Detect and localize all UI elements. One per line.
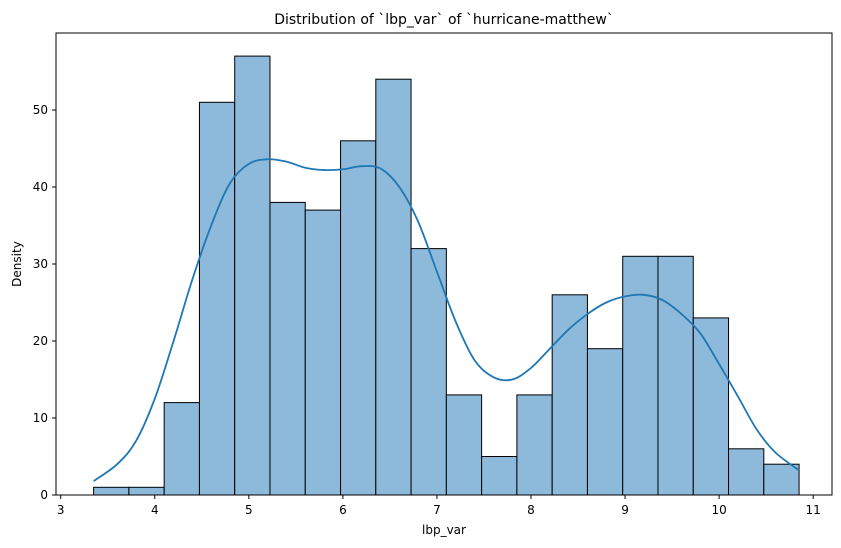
histogram-bar [128, 486, 165, 496]
x-tick-label: 5 [245, 503, 253, 517]
x-axis-label: lbp_var [422, 523, 466, 537]
histogram-bar [445, 394, 483, 496]
x-tick-label: 3 [57, 503, 65, 517]
histogram-bar [234, 55, 271, 496]
x-tick-label: 8 [527, 503, 535, 517]
histogram-bar [304, 209, 342, 496]
x-tick-label: 9 [621, 503, 629, 517]
y-axis-ticks: 0 10 20 30 40 50 [33, 103, 56, 502]
histogram-bar [728, 448, 765, 496]
y-tick-label: 20 [33, 334, 48, 348]
histogram-bar [516, 394, 553, 496]
y-tick-label: 30 [33, 257, 48, 271]
y-tick-label: 10 [33, 411, 48, 425]
histogram-bar [375, 78, 412, 496]
histogram-bar [692, 317, 730, 496]
histogram-bar [163, 402, 200, 496]
y-tick-label: 0 [40, 488, 48, 502]
kde-line [93, 158, 800, 482]
x-tick-label: 11 [806, 503, 821, 517]
histogram-bar [93, 486, 130, 496]
histogram-bar [657, 255, 694, 496]
histogram-bar [481, 456, 518, 496]
histogram-bar [410, 248, 447, 496]
y-axis-label: Density [10, 241, 24, 287]
y-tick-label: 50 [33, 103, 48, 117]
x-axis-ticks: 3 4 5 6 7 8 9 10 11 [57, 495, 821, 517]
histogram-bar [763, 463, 800, 496]
histogram-bar [269, 201, 306, 496]
chart-title: Distribution of `lbp_var` of `hurricane-… [274, 12, 614, 28]
x-tick-label: 7 [433, 503, 441, 517]
x-tick-label: 6 [339, 503, 347, 517]
x-tick-label: 4 [151, 503, 159, 517]
histogram-bar [198, 101, 236, 496]
histogram-bar [551, 294, 588, 496]
histogram-bar [340, 140, 377, 496]
bars-group [93, 55, 800, 496]
x-tick-label: 10 [711, 503, 726, 517]
histogram-bar [586, 348, 624, 496]
histogram-bar [622, 255, 659, 496]
y-tick-label: 40 [33, 180, 48, 194]
